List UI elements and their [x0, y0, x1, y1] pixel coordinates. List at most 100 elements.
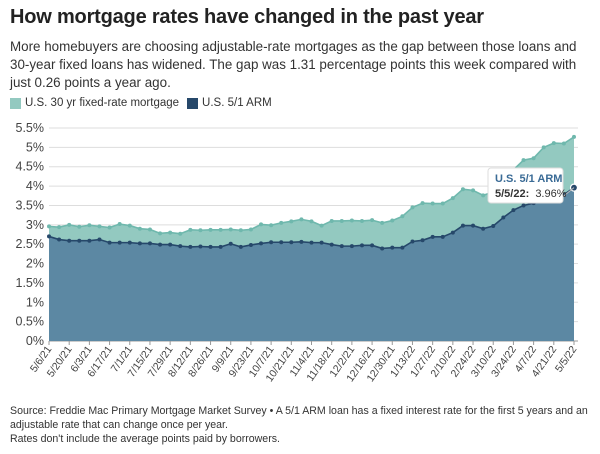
point-fixed-rate: [208, 227, 213, 232]
point-arm: [339, 244, 344, 249]
point-arm: [511, 208, 516, 213]
point-fixed-rate: [349, 218, 354, 223]
point-fixed-rate: [87, 223, 92, 228]
point-arm: [259, 241, 264, 246]
point-arm: [390, 245, 395, 250]
point-fixed-rate: [248, 227, 253, 232]
chart-subtitle: More homebuyers are choosing adjustable-…: [10, 39, 577, 90]
point-fixed-rate: [47, 224, 51, 229]
point-fixed-rate: [531, 156, 536, 161]
point-arm: [117, 240, 122, 245]
tooltip-value: 3.96%: [535, 188, 566, 200]
point-fixed-rate: [228, 227, 233, 232]
point-fixed-rate: [460, 187, 465, 192]
point-fixed-rate: [299, 217, 304, 222]
point-arm: [147, 241, 152, 246]
point-arm: [430, 234, 435, 239]
area-layers: [49, 136, 574, 341]
point-fixed-rate: [127, 223, 132, 228]
point-arm: [168, 242, 173, 247]
point-arm: [178, 244, 183, 249]
area-chart: 0% 0.5% 1% 1.5% 2% 2.5% 3% 3.5% 4% 4.5% 5% 5.5% 5/6…: [16, 121, 580, 384]
point-fixed-rate: [541, 145, 546, 150]
point-arm: [471, 223, 476, 228]
tooltip-value-line: 5/5/22: 3.96%: [495, 188, 567, 200]
point-fixed-rate: [420, 201, 425, 206]
y-tick-label: 5%: [26, 140, 44, 154]
x-tick-label: 5/5/22: [553, 344, 580, 375]
point-fixed-rate: [370, 218, 375, 223]
point-fixed-rate: [339, 218, 344, 223]
point-fixed-rate: [430, 201, 435, 206]
y-tick-label: 0.5%: [16, 315, 45, 329]
point-arm: [158, 242, 163, 247]
y-tick-label: 0%: [26, 334, 44, 348]
legend-label-arm: U.S. 5/1 ARM: [202, 97, 272, 109]
point-fixed-rate: [400, 214, 405, 219]
point-arm: [77, 238, 82, 243]
tooltip-title: U.S. 5/1 ARM: [495, 173, 562, 185]
point-arm: [238, 244, 243, 249]
point-arm: [400, 245, 405, 250]
point-fixed-rate: [107, 225, 112, 230]
point-fixed-rate: [158, 231, 163, 236]
legend-swatch-fixed: [10, 97, 21, 109]
point-fixed-rate: [259, 222, 264, 227]
point-fixed-rate: [77, 224, 82, 229]
point-arm: [218, 244, 223, 249]
point-arm: [491, 223, 496, 228]
point-arm: [450, 230, 455, 235]
point-arm: [57, 237, 62, 242]
point-arm: [87, 238, 92, 243]
point-fixed-rate: [359, 218, 364, 223]
point-fixed-rate: [309, 219, 314, 224]
tooltip-box: [487, 167, 564, 204]
point-arm: [349, 244, 354, 249]
point-arm: [299, 239, 304, 244]
point-arm: [440, 234, 445, 239]
point-arm: [319, 240, 324, 245]
point-arm: [248, 242, 253, 247]
point-arm: [208, 244, 213, 249]
point-arm: [127, 240, 132, 245]
point-arm: [481, 226, 486, 231]
point-fixed-rate: [380, 220, 385, 225]
legend-label-fixed: U.S. 30 yr fixed-rate mortgage: [25, 97, 180, 109]
area-arm: [49, 187, 574, 341]
point-fixed-rate: [561, 141, 566, 146]
y-tick-label: 2%: [26, 257, 44, 271]
point-fixed-rate: [97, 224, 102, 229]
footer-line-1: Source: Freddie Mac Primary Mortgage Mar…: [10, 405, 588, 431]
point-arm: [228, 241, 233, 246]
point-fixed-rate: [279, 220, 284, 225]
y-tick-label: 5.5%: [16, 121, 45, 135]
point-fixed-rate: [269, 223, 274, 228]
point-fixed-rate: [289, 219, 294, 224]
point-fixed-rate: [178, 231, 183, 236]
point-fixed-rate: [168, 230, 173, 235]
data-points: [47, 134, 579, 251]
point-fixed-rate: [57, 225, 62, 230]
legend-item-arm[interactable]: U.S. 5/1 ARM: [187, 97, 272, 109]
y-tick-label: 4.5%: [16, 160, 45, 174]
point-fixed-rate: [450, 196, 455, 201]
point-fixed-rate: [471, 188, 476, 193]
point-arm: [47, 234, 51, 239]
y-tick-label: 3.5%: [16, 198, 45, 212]
x-axis-ticks: 5/6/215/20/216/3/216/17/217/1/217/15/217…: [28, 341, 580, 384]
point-fixed-rate: [572, 134, 576, 139]
point-arm: [188, 244, 193, 249]
point-fixed-rate: [410, 205, 415, 210]
point-fixed-rate: [481, 193, 486, 198]
point-arm: [521, 203, 526, 208]
point-arm: [501, 215, 506, 220]
y-tick-label: 2.5%: [16, 237, 45, 251]
point-fixed-rate: [329, 218, 334, 223]
point-arm: [460, 223, 465, 228]
point-fixed-rate: [117, 222, 122, 227]
y-tick-label: 3%: [26, 218, 44, 232]
point-arm: [198, 244, 203, 249]
point-arm: [279, 240, 284, 245]
point-fixed-rate: [390, 218, 395, 223]
legend-item-fixed[interactable]: U.S. 30 yr fixed-rate mortgage: [10, 97, 179, 109]
